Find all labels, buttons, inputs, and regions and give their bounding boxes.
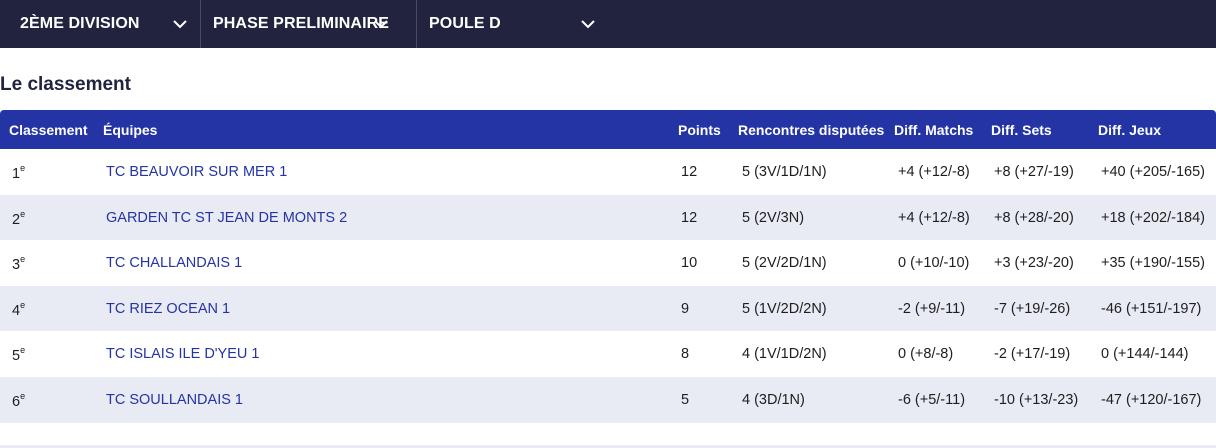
diff-matchs-cell: 0 (+10/-10) — [898, 255, 970, 272]
diff-jeux-cell: +35 (+190/-155) — [1101, 255, 1205, 272]
team-link[interactable]: TC CHALLANDAIS 1 — [106, 255, 243, 272]
header-points: Points — [678, 122, 721, 138]
header-diff-matchs: Diff. Matchs — [894, 122, 974, 138]
diff-jeux-cell: +18 (+202/-184) — [1101, 209, 1205, 226]
rank-number: 4 — [12, 302, 21, 319]
header-diff-sets: Diff. Sets — [991, 122, 1052, 138]
team-link[interactable]: TC RIEZ OCEAN 1 — [106, 300, 231, 317]
table-row: 3e TC CHALLANDAIS 1 10 5 (2V/2D/1N) 0 (+… — [0, 240, 1216, 286]
rank-number: 5 — [12, 348, 21, 365]
rank-number: 2 — [12, 211, 21, 228]
poule-dropdown-label: POULE D — [429, 15, 501, 32]
poule-dropdown[interactable]: POULE D — [417, 0, 617, 48]
diff-sets-cell: +3 (+23/-20) — [994, 255, 1074, 272]
played-cell: 5 (2V/3N) — [742, 209, 805, 226]
rank-suffix: e — [20, 299, 26, 310]
header-rank: Classement — [9, 122, 88, 138]
rank-cell: 3e — [12, 254, 26, 274]
rank-suffix: e — [20, 254, 26, 265]
played-cell: 5 (1V/2D/2N) — [742, 300, 827, 317]
rank-number: 6 — [12, 393, 21, 410]
ranking-table: Classement Équipes Points Rencontres dis… — [0, 110, 1216, 423]
diff-sets-cell: +8 (+27/-19) — [994, 164, 1074, 180]
diff-matchs-cell: -6 (+5/-11) — [898, 391, 966, 408]
chevron-down-icon — [173, 20, 187, 29]
table-row: 5e TC ISLAIS ILE D'YEU 1 8 4 (1V/1D/2N) … — [0, 331, 1216, 377]
diff-matchs-cell: +4 (+12/-8) — [898, 209, 970, 226]
table-row: 6e TC SOULLANDAIS 1 5 4 (3D/1N) -6 (+5/-… — [0, 376, 1216, 423]
phase-dropdown[interactable]: PHASE PRELIMINAIRE — [201, 0, 417, 48]
table-row: 1e TC BEAUVOIR SUR MER 1 12 5 (3V/1D/1N)… — [0, 149, 1216, 195]
filter-bar: 2ÈME DIVISION PHASE PRELIMINAIRE POULE D — [0, 0, 1216, 48]
header-played: Rencontres disputées — [738, 122, 885, 138]
played-cell: 4 (3D/1N) — [742, 391, 805, 408]
rank-cell: 4e — [12, 299, 26, 319]
chevron-down-icon — [374, 20, 388, 29]
diff-jeux-cell: -47 (+120/-167) — [1101, 391, 1202, 408]
rank-cell: 1e — [12, 163, 26, 182]
diff-jeux-cell: -46 (+151/-197) — [1101, 300, 1202, 317]
played-cell: 4 (1V/1D/2N) — [742, 346, 827, 363]
team-link[interactable]: TC BEAUVOIR SUR MER 1 — [106, 164, 288, 180]
points-cell: 10 — [681, 255, 698, 272]
played-cell: 5 (3V/1D/1N) — [742, 164, 827, 180]
diff-matchs-cell: -2 (+9/-11) — [898, 300, 966, 317]
team-link[interactable]: GARDEN TC ST JEAN DE MONTS 2 — [106, 209, 348, 226]
played-cell: 5 (2V/2D/1N) — [742, 255, 827, 272]
rank-number: 3 — [12, 257, 21, 274]
diff-matchs-cell: 0 (+8/-8) — [898, 346, 954, 363]
header-team: Équipes — [103, 122, 158, 138]
table-header: Classement Équipes Points Rencontres dis… — [0, 110, 1216, 149]
points-cell: 8 — [681, 346, 690, 363]
table-row: 4e TC RIEZ OCEAN 1 9 5 (1V/2D/2N) -2 (+9… — [0, 285, 1216, 332]
rank-cell: 2e — [12, 208, 26, 228]
diff-jeux-cell: +40 (+205/-165) — [1101, 164, 1205, 180]
table-row: 2e GARDEN TC ST JEAN DE MONTS 2 12 5 (2V… — [0, 194, 1216, 241]
diff-sets-cell: -10 (+13/-23) — [994, 391, 1079, 408]
header-diff-jeux: Diff. Jeux — [1098, 122, 1162, 138]
diff-sets-cell: -7 (+19/-26) — [994, 300, 1071, 317]
points-cell: 5 — [681, 391, 690, 408]
points-cell: 9 — [681, 300, 690, 317]
points-cell: 12 — [681, 209, 698, 226]
rank-suffix: e — [20, 390, 26, 401]
table-bottom-divider — [0, 445, 1216, 448]
points-cell: 12 — [681, 164, 698, 180]
division-dropdown-label: 2ÈME DIVISION — [20, 15, 140, 32]
rank-suffix: e — [20, 208, 26, 219]
rank-suffix: e — [20, 345, 26, 356]
rank-cell: 6e — [12, 390, 26, 410]
team-link[interactable]: TC ISLAIS ILE D'YEU 1 — [106, 346, 260, 363]
diff-sets-cell: +8 (+28/-20) — [994, 209, 1074, 226]
section-title: Le classement — [0, 74, 131, 95]
diff-jeux-cell: 0 (+144/-144) — [1101, 346, 1189, 363]
division-dropdown[interactable]: 2ÈME DIVISION — [0, 0, 201, 48]
rank-number: 1 — [12, 165, 21, 182]
rank-cell: 5e — [12, 345, 26, 365]
rank-suffix: e — [20, 163, 26, 173]
diff-matchs-cell: +4 (+12/-8) — [898, 164, 970, 180]
chevron-down-icon — [581, 20, 595, 29]
team-link[interactable]: TC SOULLANDAIS 1 — [106, 391, 243, 408]
phase-dropdown-label: PHASE PRELIMINAIRE — [213, 15, 390, 32]
diff-sets-cell: -2 (+17/-19) — [994, 346, 1071, 363]
